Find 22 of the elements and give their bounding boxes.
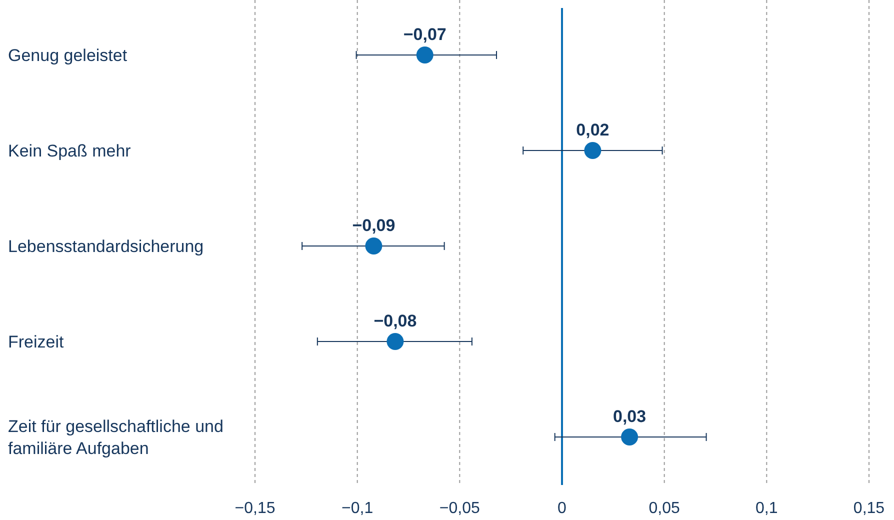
point (584, 142, 602, 159)
data-label: −0,09 (352, 216, 396, 235)
x-tick-label: 0,05 (648, 500, 680, 517)
data-label: −0,08 (374, 312, 417, 330)
x-tick-label: 0,15 (853, 500, 885, 517)
point (386, 333, 404, 350)
y-tick-label: Genug geleistet (8, 46, 128, 65)
x-tick-label: 0 (558, 500, 567, 517)
point (365, 238, 382, 254)
data-label: 0,02 (576, 120, 610, 140)
x-tick-label: 0,1 (756, 500, 778, 517)
x-tick-label: −0,15 (234, 500, 276, 517)
data-label: −0,07 (403, 25, 446, 44)
y-tick-label: Zeit für gesellschaftliche und familiäre Aufgaben (8, 417, 224, 458)
point (416, 46, 434, 64)
y-tick-label: Lebensstandardsicherung (8, 237, 204, 256)
data-label: 0,03 (612, 407, 646, 426)
y-tick-label: Freizeit (8, 332, 64, 352)
x-tick-label: −0,1 (342, 500, 374, 517)
x-tick-label: −0,05 (439, 500, 480, 517)
point (621, 428, 638, 446)
y-tick-label: Kein Spaß mehr (8, 142, 132, 160)
